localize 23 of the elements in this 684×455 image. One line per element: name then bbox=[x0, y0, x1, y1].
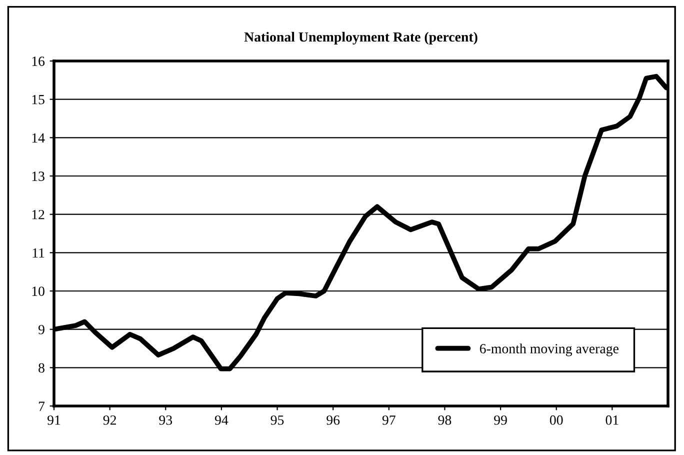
x-tick-label: 95 bbox=[270, 415, 284, 425]
y-tick-label: 15 bbox=[32, 94, 44, 104]
x-tick-label: 00 bbox=[550, 415, 563, 425]
y-tick-label: 13 bbox=[32, 172, 44, 181]
x-tick-label: 94 bbox=[214, 415, 228, 425]
x-tick-label: 91 bbox=[48, 415, 60, 425]
x-tick-label: 93 bbox=[159, 415, 172, 425]
x-tick-label: 99 bbox=[494, 415, 507, 425]
x-tick-label: 96 bbox=[326, 415, 340, 425]
y-tick-label: 12 bbox=[32, 210, 44, 220]
y-tick-label: 16 bbox=[32, 56, 45, 66]
x-tick-label: 98 bbox=[438, 415, 452, 425]
y-tick-label: 8 bbox=[38, 363, 44, 373]
y-tick-label: 9 bbox=[38, 324, 44, 334]
y-tick-label: 11 bbox=[32, 248, 44, 258]
y-tick-label: 14 bbox=[32, 133, 45, 142]
y-tick-label: 7 bbox=[38, 402, 45, 411]
x-tick-label: 97 bbox=[382, 415, 396, 425]
chart-title: National Unemployment Rate (percent) bbox=[244, 32, 478, 45]
x-tick-label: 01 bbox=[606, 415, 618, 425]
y-tick-label: 10 bbox=[32, 286, 44, 296]
legend-label: 6-month moving average bbox=[480, 344, 618, 356]
x-tick-label: 92 bbox=[103, 415, 116, 425]
